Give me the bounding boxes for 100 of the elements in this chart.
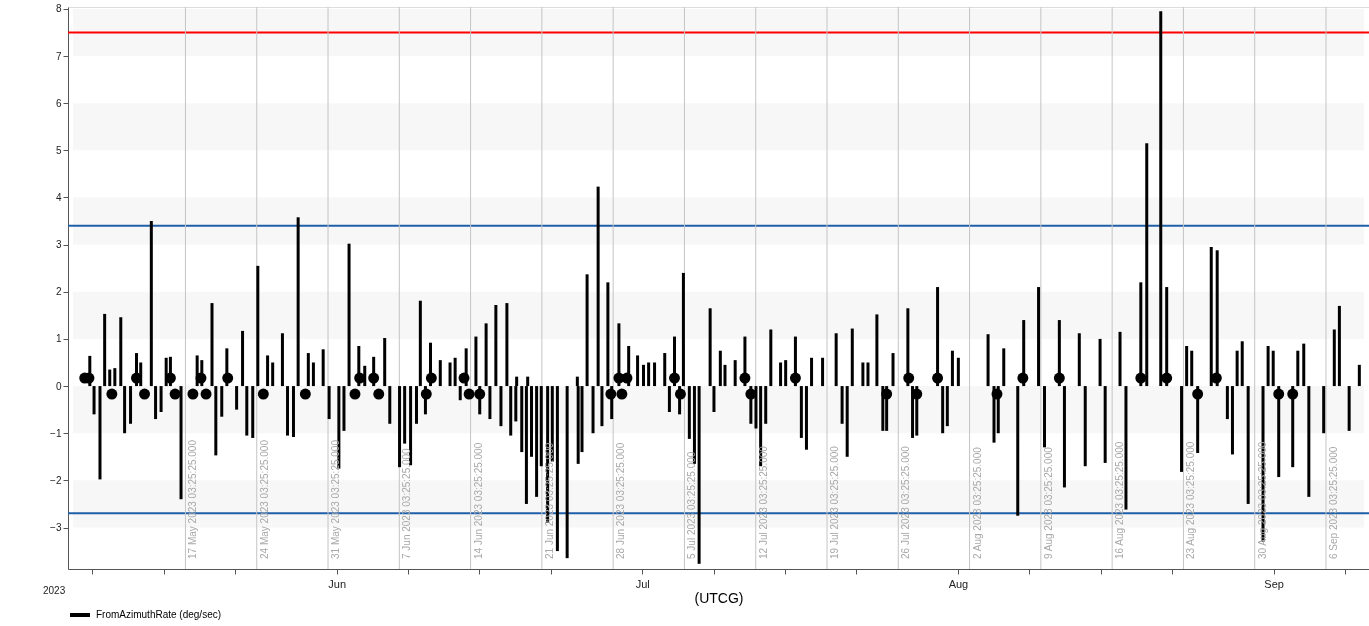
- bar: [779, 362, 783, 387]
- bar: [245, 386, 249, 436]
- bar: [280, 333, 284, 387]
- bar: [311, 362, 315, 387]
- bar: [1230, 386, 1234, 455]
- bar: [1098, 338, 1102, 387]
- bar: [210, 303, 214, 387]
- y-tick-label: 5: [55, 144, 62, 156]
- bar: [804, 386, 808, 450]
- bar: [663, 353, 667, 387]
- bar: [950, 350, 954, 387]
- bar: [499, 386, 503, 427]
- bar: [642, 364, 646, 387]
- x-tick-label: Sep: [1264, 577, 1284, 590]
- bar: [1043, 386, 1046, 448]
- x-tick-label: Jun: [328, 577, 347, 590]
- bar: [861, 362, 865, 387]
- bar: [850, 328, 854, 387]
- ref-line-label: 5 Jul 2023 03:25:25.000: [686, 451, 698, 559]
- bar: [220, 386, 224, 417]
- y-tick-label: 3: [55, 239, 62, 251]
- bar: [1062, 386, 1066, 488]
- y-tick-label: −1: [50, 427, 62, 439]
- bar: [1002, 348, 1006, 387]
- bar: [956, 357, 960, 387]
- bar: [388, 386, 392, 424]
- ref-line-label: 17 May 2023 03:25:25.000: [187, 439, 199, 559]
- ref-line-label: 12 Jul 2023 03:25:25.000: [757, 445, 769, 559]
- bar: [1246, 386, 1250, 504]
- bar: [154, 386, 158, 420]
- bar: [1124, 386, 1128, 510]
- bar: [1322, 386, 1326, 434]
- text: 2023: [43, 585, 66, 596]
- bar: [1190, 350, 1194, 387]
- bar: [403, 386, 407, 444]
- bar: [799, 386, 803, 438]
- bar: [241, 330, 245, 387]
- bar: [453, 357, 457, 387]
- bar: [488, 386, 492, 420]
- legend-label: FromAzimuthRate (deg/sec): [96, 609, 222, 620]
- bar: [1180, 386, 1184, 472]
- bar: [653, 362, 657, 387]
- bar: [494, 304, 498, 387]
- x-axis-title: (UTCG): [694, 589, 744, 606]
- bar: [1139, 282, 1143, 387]
- bar: [681, 272, 685, 387]
- bar: [606, 282, 610, 387]
- y-tick-label: 7: [55, 50, 62, 62]
- bar: [866, 362, 870, 387]
- bar: [764, 386, 768, 424]
- bar: [535, 386, 539, 497]
- ref-line-label: 14 Jun 2023 03:25:25.000: [472, 442, 484, 559]
- ref-line-label: 23 Aug 2023 03:25:25.000: [1185, 441, 1197, 559]
- bar: [733, 360, 737, 387]
- ref-line-label: 21 Jun 2023 03:25:25.000: [543, 442, 555, 559]
- bar: [687, 386, 691, 439]
- bar: [718, 350, 722, 387]
- bar: [1077, 333, 1081, 387]
- bar: [159, 386, 163, 412]
- bar: [123, 386, 127, 434]
- bar: [936, 287, 940, 387]
- y-tick-label: 6: [55, 97, 62, 109]
- bar: [647, 362, 651, 387]
- bar: [458, 386, 462, 401]
- bar: [875, 314, 879, 387]
- bar: [347, 243, 351, 387]
- bar: [821, 357, 825, 387]
- bar: [129, 386, 133, 424]
- bar: [1307, 386, 1311, 497]
- bar: [415, 386, 419, 424]
- bar: [941, 386, 945, 434]
- bar: [474, 336, 478, 387]
- ref-line-label: 7 Jun 2023 03:25:25.000: [401, 447, 413, 559]
- bar: [1016, 386, 1020, 516]
- ref-line-label: 2 Aug 2023 03:25:25.000: [971, 446, 983, 559]
- bar: [1215, 250, 1219, 387]
- y-tick-label: 8: [55, 3, 62, 15]
- bar: [291, 386, 295, 437]
- bar: [321, 349, 325, 387]
- bar: [1266, 345, 1270, 387]
- bar: [235, 386, 239, 410]
- bar: [256, 265, 260, 387]
- bar: [418, 300, 422, 387]
- x-tick-label: Aug: [948, 577, 969, 590]
- ref-line-label: 28 Jun 2023 03:25:25.000: [615, 442, 627, 559]
- bar: [520, 386, 524, 453]
- bar: [108, 369, 112, 387]
- ref-line-label: 31 May 2023 03:25:25.000: [330, 439, 342, 559]
- bar: [945, 386, 949, 427]
- bar: [1185, 345, 1189, 387]
- bar: [383, 337, 387, 387]
- bar: [505, 303, 509, 387]
- bar: [448, 362, 452, 387]
- y-tick-label: 1: [55, 333, 62, 345]
- bar: [251, 386, 255, 438]
- bar: [1165, 287, 1169, 387]
- bar: [1037, 287, 1041, 387]
- y-tick-label: 0: [55, 380, 62, 392]
- bar: [271, 362, 275, 387]
- bar: [1103, 386, 1107, 463]
